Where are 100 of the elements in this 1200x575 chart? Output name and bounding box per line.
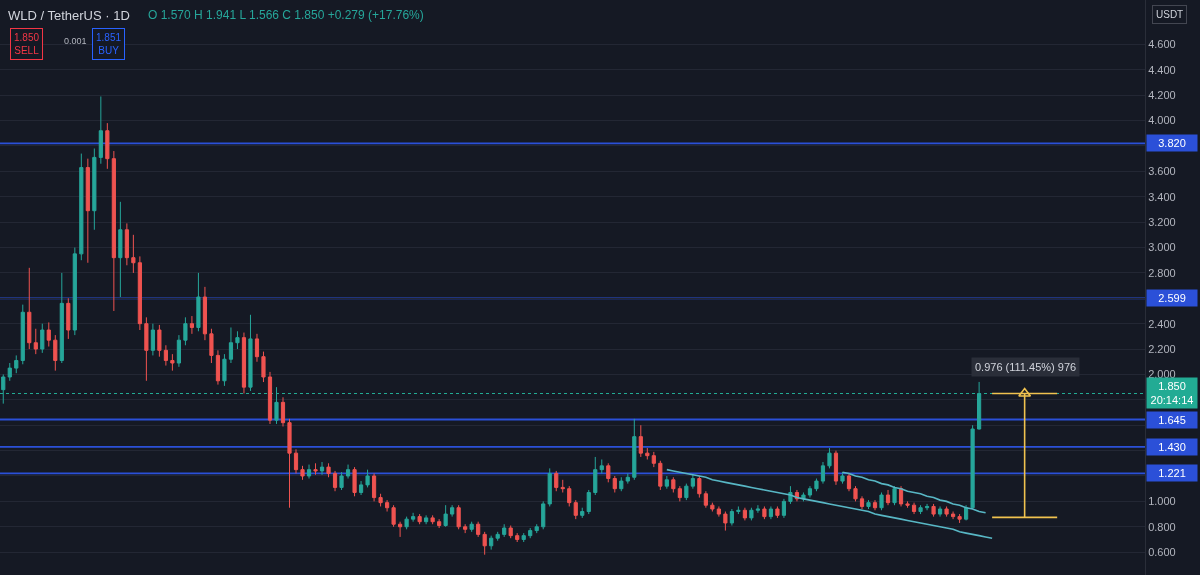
candlestick — [645, 447, 650, 460]
candlestick — [131, 234, 136, 274]
candlestick — [313, 462, 318, 476]
y-tick-label: 1.000 — [1148, 495, 1176, 508]
candlestick — [300, 465, 305, 481]
y-tick-label: 3.400 — [1148, 190, 1176, 203]
candlestick — [7, 362, 12, 382]
candlestick — [853, 485, 858, 502]
candlestick — [866, 499, 871, 510]
line-series — [841, 471, 987, 514]
candlestick — [879, 491, 884, 511]
candlestick — [261, 351, 266, 383]
candlestick — [450, 504, 455, 518]
candlestick — [677, 485, 682, 502]
text: WLD / TetherUS · 1D — [8, 7, 130, 23]
candlestick — [332, 470, 338, 492]
candlestick — [384, 499, 390, 513]
ref-line-label: 3.820 — [1158, 137, 1186, 149]
candlestick — [92, 148, 97, 231]
candlestick — [658, 460, 663, 491]
annotation: 1.851 BUY — [96, 32, 122, 56]
candlestick — [554, 470, 559, 492]
y-tick-label: 4.200 — [1148, 89, 1176, 102]
candlestick — [202, 286, 208, 341]
annotation: 1.850 SELL — [14, 32, 40, 56]
y-tick-label: 4.000 — [1148, 114, 1176, 127]
candlestick — [846, 472, 852, 492]
candlestick — [586, 489, 591, 515]
candlestick — [417, 513, 422, 525]
candlestick — [209, 328, 214, 364]
candlestick — [521, 532, 526, 543]
candlestick — [391, 504, 396, 528]
candlestick — [651, 451, 656, 468]
candlestick — [638, 424, 643, 458]
candlestick — [79, 153, 84, 261]
candlestick — [664, 475, 669, 490]
candlestick — [671, 476, 676, 493]
ref-line-label: 1.221 — [1158, 467, 1186, 479]
candlestick — [189, 315, 195, 335]
y-tick-label: 2.400 — [1148, 317, 1176, 330]
candlestick — [254, 333, 260, 363]
candlestick — [918, 504, 923, 515]
candlestick — [944, 505, 949, 518]
candlestick — [150, 323, 155, 356]
candlestick — [170, 353, 175, 372]
candlestick — [924, 503, 930, 511]
candlestick — [632, 418, 637, 481]
candlestick — [859, 495, 865, 510]
candlestick — [411, 512, 416, 523]
candlestick — [85, 158, 90, 264]
candlestick — [267, 371, 273, 425]
candlestick — [358, 480, 364, 496]
candlestick — [463, 523, 468, 534]
candlestick — [814, 478, 819, 492]
candlestick — [157, 324, 162, 358]
candlestick — [476, 521, 481, 538]
candlestick — [443, 504, 448, 528]
candlestick — [690, 474, 695, 490]
candlestick — [352, 466, 357, 497]
candlestick — [742, 507, 747, 521]
annotation: 0.976 (111.45%) 976 — [975, 361, 1077, 373]
candlestick — [931, 503, 936, 518]
ref-line-label: 1.850 20:14:14 — [1150, 380, 1194, 407]
candlestick — [222, 353, 227, 387]
candlestick — [33, 328, 38, 355]
candlestick — [228, 326, 234, 364]
candlestick — [762, 505, 767, 520]
candlestick — [508, 525, 513, 539]
y-tick-label: 4.600 — [1148, 38, 1176, 51]
candlestick — [807, 485, 813, 499]
ref-line-label: 2.599 — [1158, 292, 1186, 304]
candlestick — [20, 304, 25, 365]
candlestick — [365, 469, 370, 488]
candlestick — [573, 499, 578, 520]
candlestick — [697, 475, 702, 499]
candlestick — [612, 475, 617, 493]
candlestick — [937, 505, 943, 518]
candlestick — [72, 247, 77, 336]
candlestick — [781, 498, 787, 519]
candlestick — [905, 500, 910, 509]
candlestick — [619, 476, 624, 492]
text: O 1.570 H 1.941 L 1.566 C 1.850 +0.279 (+17.76%) — [148, 8, 424, 22]
candlestick — [567, 485, 572, 507]
candlestick — [957, 513, 962, 524]
candlestick — [482, 531, 487, 556]
candlestick — [593, 456, 598, 496]
candlestick — [105, 122, 110, 170]
candlestick — [163, 344, 168, 367]
ref-line-label: 1.430 — [1158, 441, 1186, 453]
candlestick — [820, 461, 826, 485]
candlestick — [378, 493, 383, 507]
y-tick-label: 3.200 — [1148, 215, 1176, 228]
y-tick-label: 0.800 — [1148, 520, 1176, 533]
y-tick-label: 3.000 — [1148, 241, 1176, 254]
candlestick — [495, 531, 500, 542]
candlestick — [430, 514, 435, 525]
candlestick — [326, 462, 331, 478]
y-tick-label: 2.200 — [1148, 342, 1176, 355]
candlestick — [371, 472, 377, 502]
candlestick — [241, 332, 247, 394]
